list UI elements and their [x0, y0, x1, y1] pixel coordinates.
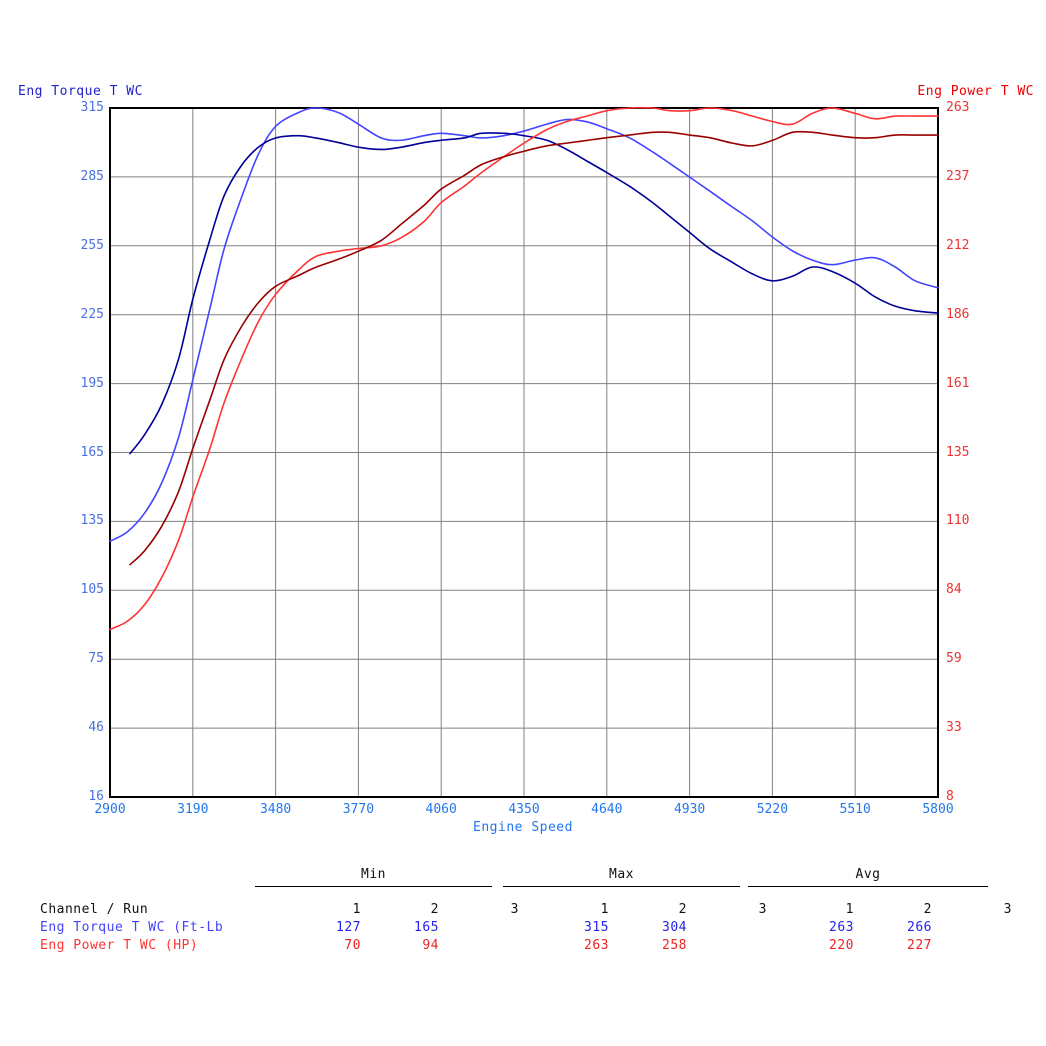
summary-group-rule — [255, 886, 492, 887]
x-tick-label: 4930 — [673, 802, 706, 817]
summary-cell: 94 — [422, 938, 439, 953]
summary-cell: 227 — [907, 938, 932, 953]
summary-cell: 263 — [829, 920, 854, 935]
x-tick-label: 5220 — [756, 802, 789, 817]
chart-gridlines — [110, 108, 938, 797]
x-tick-label: 3480 — [259, 802, 292, 817]
chart-series-group — [109, 106, 939, 631]
summary-cell: 1 — [352, 902, 361, 917]
right-tick-label: 110 — [946, 513, 970, 529]
summary-table: Min Max Avg Channel / Run 1 2 3 1 2 3 1 2 3 Eng Torqu… — [0, 862, 1046, 982]
x-tick-label: 3190 — [177, 802, 209, 817]
summary-cell: 1 — [845, 902, 854, 917]
left-tick-label: 16 — [88, 789, 104, 804]
left-tick-label: 225 — [80, 306, 104, 322]
x-tick-label: 4060 — [425, 802, 457, 817]
summary-row-label: Eng Power T WC (HP) — [40, 938, 199, 953]
left-tick-label: 165 — [80, 444, 104, 460]
x-tick-label: 5510 — [839, 802, 871, 817]
summary-group-header: Min — [361, 867, 386, 882]
right-tick-label: 8 — [946, 789, 954, 804]
summary-cell: 3 — [758, 902, 767, 917]
right-tick-label: 59 — [946, 651, 962, 667]
chart-frame — [109, 107, 939, 798]
summary-group-rule — [748, 886, 988, 887]
right-tick-label: 186 — [946, 306, 970, 322]
right-tick-label: 237 — [946, 168, 970, 184]
x-tick-label: 4350 — [508, 802, 540, 817]
right-axis-title: Eng Power T WC — [917, 84, 1034, 99]
summary-cell: 127 — [336, 920, 361, 935]
summary-group-header: Avg — [855, 867, 881, 882]
left-tick-label: 315 — [80, 100, 104, 115]
left-tick-label: 195 — [80, 375, 104, 391]
summary-cell: 165 — [414, 920, 439, 935]
summary-cell: 2 — [923, 902, 932, 917]
series-line-3 — [129, 130, 939, 566]
summary-cell: 3 — [1003, 902, 1012, 917]
left-tick-label: 255 — [80, 237, 104, 253]
right-tick-label: 33 — [946, 720, 962, 736]
summary-group-rule — [503, 886, 740, 887]
right-tick-label: 84 — [946, 582, 962, 598]
left-tick-label: 285 — [80, 168, 104, 184]
summary-cell: 2 — [430, 902, 439, 917]
x-axis-title: Engine Speed — [473, 820, 573, 835]
summary-cell: 266 — [907, 920, 932, 935]
summary-row-label: Eng Torque T WC (Ft-Lb — [40, 920, 224, 935]
right-tick-label: 135 — [946, 444, 970, 460]
right-tick-label: 212 — [946, 237, 970, 253]
summary-cell: 1 — [600, 902, 609, 917]
left-tick-label: 46 — [88, 720, 104, 736]
summary-cell: 315 — [584, 920, 609, 935]
x-tick-label: 3770 — [342, 802, 375, 817]
left-tick-label: 105 — [80, 582, 104, 598]
summary-row-label: Channel / Run — [40, 902, 149, 917]
summary-cell: 2 — [678, 902, 687, 917]
left-tick-label: 135 — [80, 513, 104, 529]
left-axis-title: Eng Torque T WC — [18, 84, 143, 99]
x-tick-label: 5800 — [922, 802, 954, 817]
summary-cell: 304 — [662, 920, 687, 935]
series-line-0 — [109, 107, 939, 543]
summary-cell: 258 — [662, 938, 687, 953]
x-tick-label: 2900 — [94, 802, 126, 817]
summary-cell: 263 — [584, 938, 609, 953]
right-tick-label: 161 — [946, 375, 970, 391]
summary-cell: 70 — [344, 938, 361, 953]
series-line-1 — [129, 132, 939, 455]
x-tick-label: 4640 — [591, 802, 623, 817]
left-tick-label: 75 — [88, 651, 104, 667]
summary-cell: 220 — [829, 938, 854, 953]
right-tick-label: 263 — [946, 100, 970, 115]
summary-group-header: Max — [609, 867, 634, 882]
summary-cell: 3 — [510, 902, 519, 917]
